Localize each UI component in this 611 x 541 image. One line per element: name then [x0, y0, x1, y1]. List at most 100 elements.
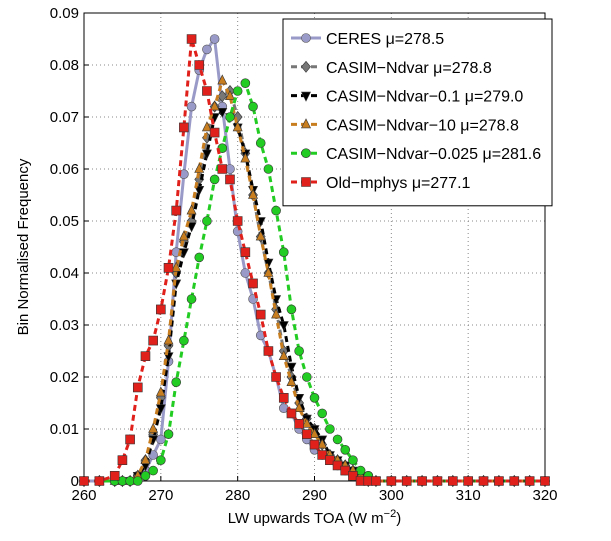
data-point	[202, 216, 212, 226]
legend-marker	[301, 118, 311, 129]
data-point	[148, 335, 158, 346]
series-line	[84, 38, 545, 483]
data-point	[194, 252, 205, 263]
legend-marker	[301, 148, 311, 158]
x-axis-label-end: )	[396, 510, 401, 527]
data-point	[463, 476, 473, 486]
data-point	[163, 334, 174, 345]
data-point	[202, 86, 212, 96]
y-tick-label: 0.06	[50, 161, 79, 178]
data-point	[255, 138, 266, 148]
x-axis-label-sup: −2	[384, 508, 397, 520]
data-point	[271, 372, 281, 382]
legend-label: CASIM−Ndvar−0.025 μ=281.6	[326, 146, 541, 163]
data-point	[355, 465, 366, 476]
data-point	[371, 476, 381, 486]
y-tick-label: 0	[71, 473, 79, 490]
data-point	[286, 304, 297, 315]
data-point	[240, 78, 251, 88]
data-point	[478, 476, 489, 486]
data-point	[125, 434, 135, 445]
x-tick-label: 270	[148, 487, 173, 504]
x-tick-label: 260	[71, 487, 96, 504]
data-point	[401, 476, 412, 486]
plot-frame	[83, 12, 546, 482]
data-point	[248, 101, 258, 112]
data-point	[217, 164, 228, 174]
data-point	[163, 429, 174, 440]
data-point	[186, 222, 197, 233]
x-tick-label: 300	[379, 487, 404, 504]
x-axis-label-text: LW upwards TOA (W m	[228, 510, 384, 527]
data-point	[201, 121, 212, 132]
data-point	[232, 121, 243, 132]
data-point	[225, 174, 235, 185]
data-point	[309, 428, 320, 439]
data-point	[286, 376, 297, 387]
data-point	[156, 434, 166, 445]
data-point	[186, 294, 197, 304]
data-point	[186, 204, 197, 215]
data-point	[417, 476, 427, 486]
y-tick-label: 0.07	[50, 109, 79, 126]
data-point	[171, 261, 182, 272]
legend-label: Old−mphys μ=277.1	[326, 175, 471, 192]
data-point	[148, 450, 158, 460]
y-tick-label: 0.01	[50, 421, 79, 438]
y-tick-label: 0.04	[50, 265, 79, 282]
data-point	[317, 408, 327, 419]
data-point	[540, 476, 550, 486]
data-point	[248, 278, 258, 289]
data-point	[278, 247, 289, 257]
data-point	[263, 346, 274, 356]
data-point	[271, 308, 282, 319]
data-point	[194, 60, 205, 70]
data-point	[155, 386, 166, 397]
data-point	[301, 417, 312, 428]
data-point	[178, 230, 189, 241]
data-point	[117, 455, 128, 466]
legend-box	[282, 18, 553, 207]
legend-label: CASIM−Ndvar−10 μ=278.8	[326, 117, 519, 134]
data-point	[278, 392, 289, 403]
data-point	[278, 321, 289, 332]
legend-marker	[301, 33, 311, 43]
x-tick-label: 280	[225, 487, 250, 504]
y-tick-label: 0.08	[50, 57, 79, 74]
data-point	[225, 112, 235, 122]
data-point	[217, 74, 228, 85]
series-line	[84, 76, 545, 483]
y-tick-label: 0.05	[50, 213, 79, 230]
data-point	[140, 454, 151, 465]
data-point	[340, 444, 351, 455]
data-point	[294, 393, 305, 404]
data-point	[148, 465, 158, 476]
series	[79, 34, 550, 486]
legend-marker	[301, 60, 311, 73]
legend-label: CERES μ=278.5	[326, 31, 444, 48]
data-point	[263, 266, 274, 277]
data-point	[186, 34, 197, 44]
data-point	[148, 422, 159, 433]
data-point	[509, 476, 520, 486]
data-point	[286, 362, 297, 373]
data-point	[286, 408, 297, 419]
data-point	[194, 186, 205, 196]
data-point	[140, 470, 151, 481]
data-point	[140, 351, 151, 362]
data-point	[309, 439, 320, 450]
data-point	[317, 438, 328, 449]
data-point	[186, 101, 197, 112]
data-point	[202, 44, 212, 55]
data-point	[255, 230, 266, 241]
data-point	[263, 258, 274, 269]
legend-marker	[301, 177, 311, 187]
data-point	[94, 476, 105, 486]
data-point	[209, 174, 220, 185]
x-tick-label: 310	[456, 487, 481, 504]
x-axis-label: LW upwards TOA (W m−2)	[228, 508, 401, 527]
data-point	[171, 205, 181, 216]
data-point	[294, 402, 305, 413]
data-point	[156, 304, 166, 315]
data-point	[302, 429, 312, 440]
